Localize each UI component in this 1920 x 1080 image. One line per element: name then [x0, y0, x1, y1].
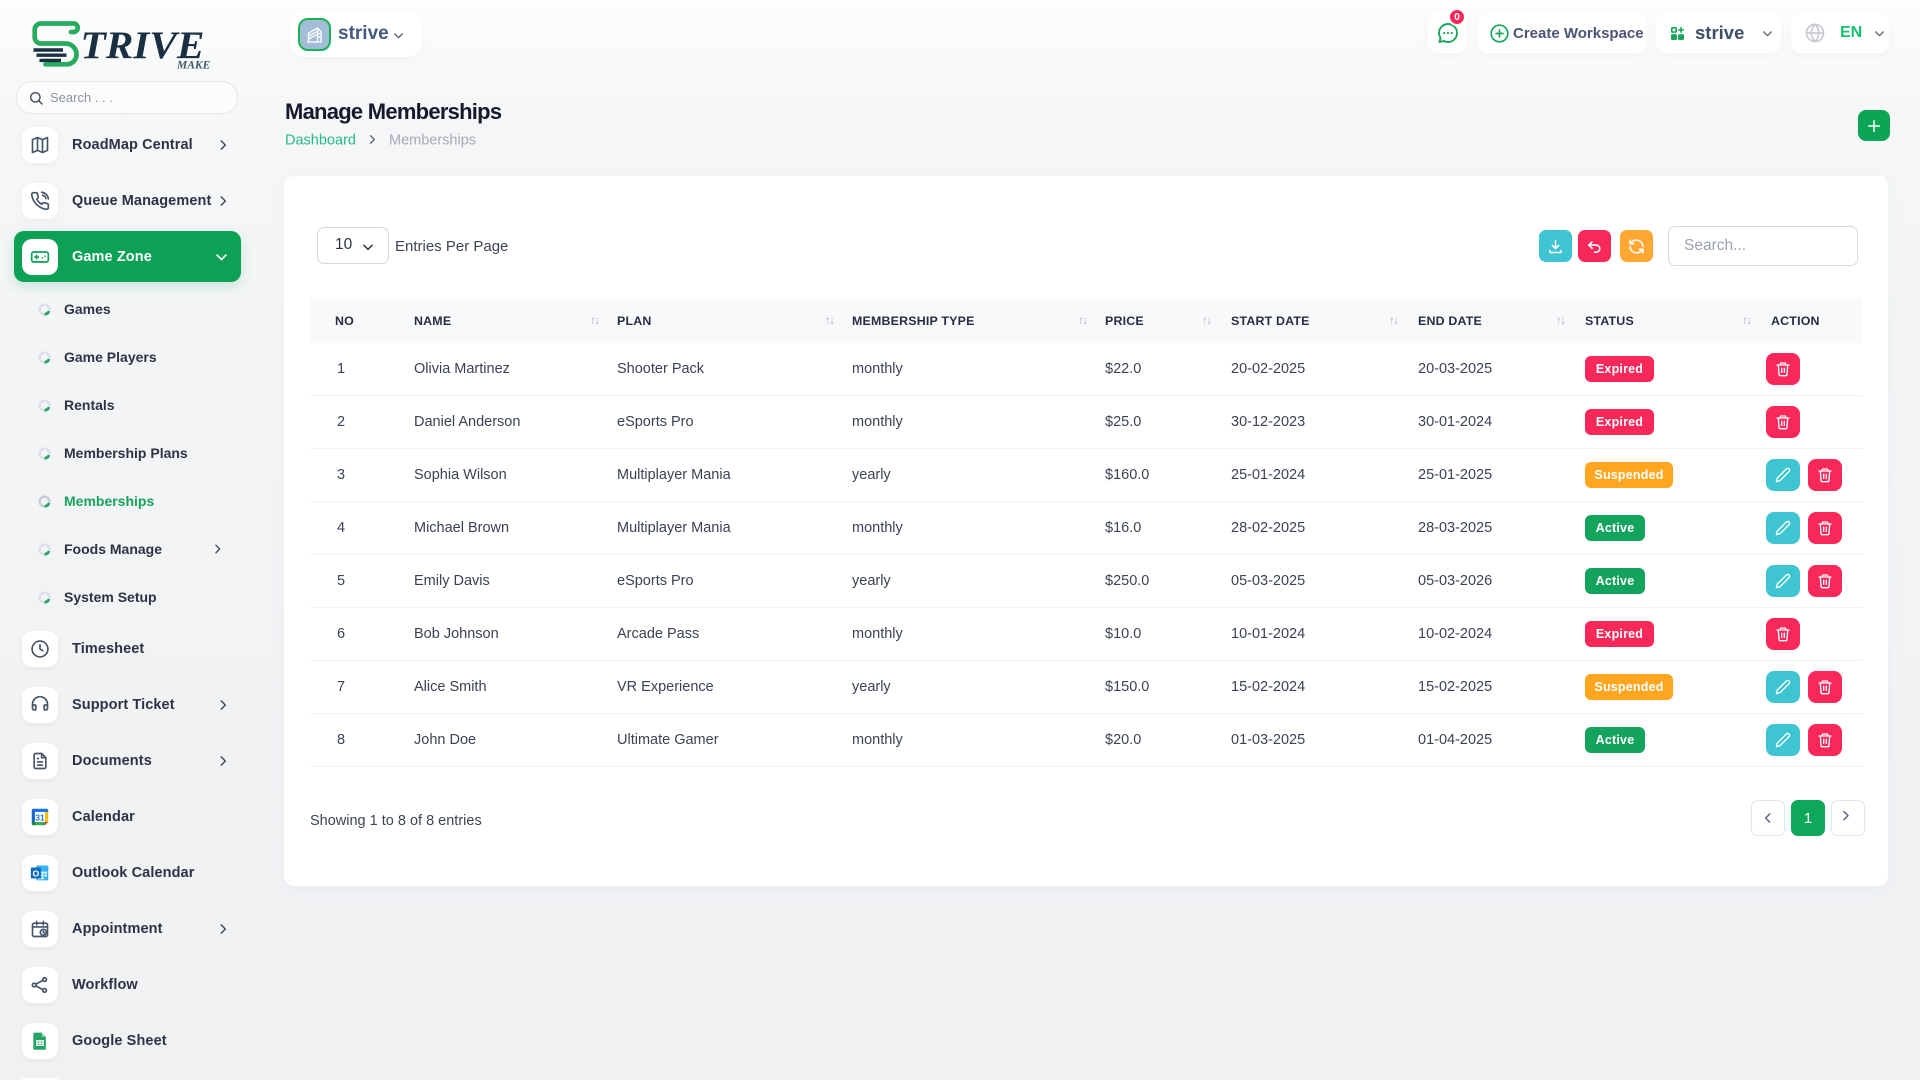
svg-text:TRIVE: TRIVE	[81, 24, 205, 67]
svg-text:MAKE: MAKE	[176, 60, 211, 72]
svg-text:O: O	[32, 869, 39, 879]
svg-text:31: 31	[35, 813, 45, 822]
